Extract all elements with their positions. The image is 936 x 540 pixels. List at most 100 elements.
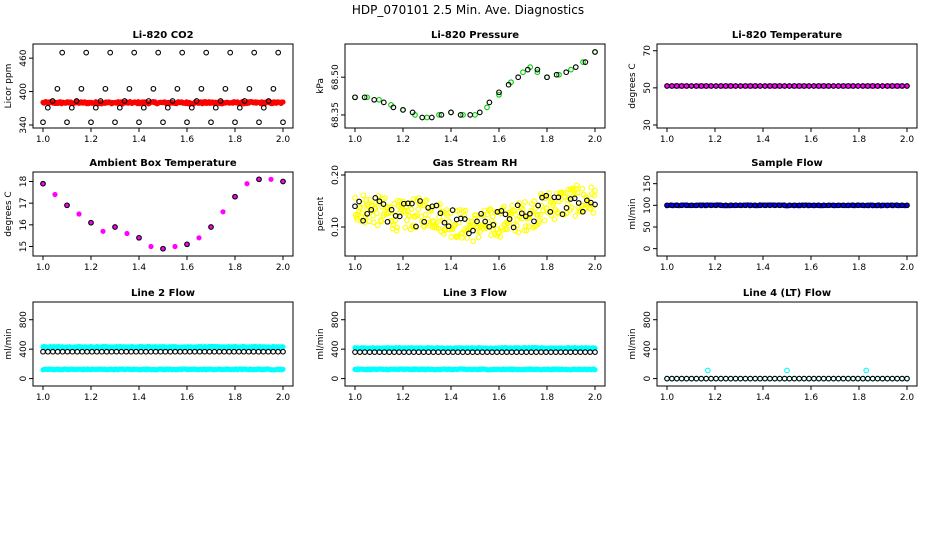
y-axis-label: degrees C	[628, 63, 638, 108]
data-point-series-3	[781, 375, 788, 382]
data-point-series-2	[380, 201, 387, 207]
data-point-series-2	[476, 109, 483, 116]
plot-frame	[344, 171, 606, 257]
data-point-series-3	[167, 348, 174, 355]
data-point-series-2	[384, 218, 391, 225]
data-point-series-1	[373, 210, 380, 217]
data-point-series-1	[574, 189, 581, 196]
data-point-series-1	[363, 197, 370, 203]
x-tick-label: 2.0	[276, 135, 291, 145]
data-point-series-3	[786, 375, 793, 382]
data-point-series-3	[147, 348, 154, 355]
data-point-series-3	[874, 375, 881, 382]
data-point-series-1	[592, 345, 598, 351]
data-point-series-1	[583, 195, 590, 201]
data-point-series-3	[825, 375, 832, 382]
x-tick-label: 1.2	[84, 393, 98, 403]
y-tick-label: 70	[643, 45, 653, 57]
y-axis-label: kPa	[316, 78, 326, 94]
x-tick-label: 1.2	[708, 393, 722, 403]
panel-title: Li-820 CO2	[132, 30, 193, 41]
x-tick-label: 1.4	[444, 393, 459, 403]
data-point-series-1	[536, 218, 543, 224]
data-point-series-1	[52, 191, 58, 198]
data-point-series-2	[535, 202, 541, 209]
data-point-series-2	[68, 104, 75, 111]
data-point-series-2	[97, 98, 104, 104]
data-point-series-1	[462, 207, 469, 214]
data-point-series-2	[64, 202, 70, 209]
data-point-series-2	[136, 119, 142, 126]
data-point-series-2	[256, 119, 262, 126]
x-tick-label: 1.8	[228, 135, 243, 145]
data-point-series-1	[384, 204, 391, 211]
data-point-series-3	[698, 375, 705, 382]
x-tick-label: 1.8	[540, 393, 555, 403]
data-point-series-3	[69, 348, 76, 355]
data-point-series-1	[548, 212, 555, 218]
data-point-series-2	[380, 99, 387, 106]
panel-title: Line 3 Flow	[443, 288, 507, 299]
y-tick-label: 30	[643, 119, 653, 131]
data-point-series-2	[527, 210, 533, 217]
x-tick-label: 1.0	[660, 393, 675, 403]
data-point-series-3	[776, 375, 783, 382]
panel-title: Gas Stream RH	[433, 158, 518, 169]
data-point-series-2	[592, 49, 598, 55]
data-point-series-2	[364, 210, 371, 217]
data-point-series-1	[425, 216, 431, 223]
data-point-series-1	[534, 69, 541, 76]
x-tick-label: 1.8	[228, 393, 243, 403]
data-point-series-1	[364, 94, 370, 101]
data-point-series-1	[196, 235, 202, 241]
data-point-series-2	[112, 224, 118, 230]
data-point-series-1	[385, 209, 391, 216]
data-point-series-2	[232, 119, 238, 126]
x-tick-label: 2.0	[588, 393, 603, 403]
x-tick-label: 1.2	[708, 263, 722, 273]
x-tick-label: 1.4	[444, 263, 459, 273]
y-axis-label: Licor ppm	[4, 64, 14, 109]
data-point-series-1	[392, 212, 398, 218]
data-point-series-1	[520, 69, 526, 76]
data-point-series-1	[501, 203, 507, 210]
data-point-series-3	[830, 375, 837, 382]
x-tick-label: 1.0	[348, 135, 363, 145]
data-point-series-2	[409, 109, 416, 116]
data-point-series-2	[116, 104, 123, 111]
data-point-series-3	[722, 375, 729, 382]
data-point-series-2	[280, 366, 286, 372]
x-tick-label: 1.4	[132, 263, 147, 273]
data-point-series-1	[404, 217, 410, 224]
data-point-series-3	[172, 348, 179, 355]
data-point-series-3	[123, 348, 130, 355]
data-point-series-1	[416, 195, 422, 201]
data-point-series-2	[356, 198, 362, 205]
data-point-series-1	[522, 199, 528, 205]
x-tick-label: 1.0	[660, 135, 675, 145]
x-tick-label: 2.0	[900, 263, 915, 273]
data-point-series-3	[128, 348, 135, 355]
data-point-series-2	[155, 49, 162, 56]
x-tick-label: 1.2	[84, 263, 98, 273]
data-point-series-3	[40, 348, 46, 355]
data-point-series-1	[440, 218, 446, 224]
x-tick-label: 1.6	[180, 263, 195, 273]
data-point-series-2	[372, 195, 379, 201]
data-point-series-2	[92, 104, 99, 111]
data-point-series-2	[461, 216, 468, 222]
data-point-series-2	[126, 85, 133, 92]
data-point-series-1	[472, 112, 478, 118]
x-tick-label: 1.8	[852, 393, 867, 403]
data-point-series-1	[504, 226, 510, 233]
data-point-series-2	[160, 245, 166, 252]
data-point-series-3	[196, 348, 203, 355]
data-point-series-1	[496, 91, 502, 98]
data-point-series-1	[535, 220, 542, 227]
x-tick-label: 1.6	[804, 135, 819, 145]
x-tick-label: 1.6	[492, 393, 507, 403]
data-point-series-1	[487, 206, 494, 213]
x-tick-label: 1.8	[540, 135, 555, 145]
data-point-series-1	[382, 195, 388, 201]
